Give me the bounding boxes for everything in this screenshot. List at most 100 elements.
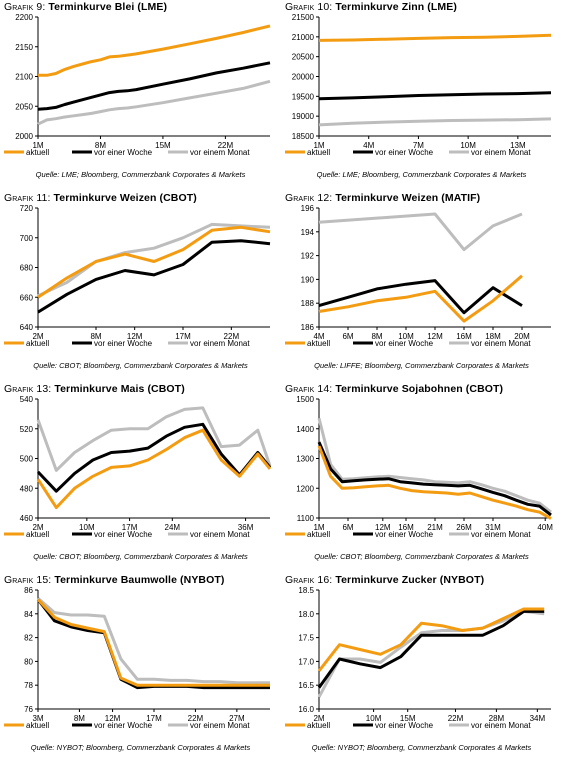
y-tick-label: 86 xyxy=(24,586,33,595)
x-tick-label: 2M xyxy=(32,523,43,532)
y-tick-label: 1400 xyxy=(296,425,314,434)
panel-zucker: Grafik 16: Terminkurve Zucker (NYBOT) 16… xyxy=(281,573,562,764)
y-tick-label: 196 xyxy=(301,204,315,213)
x-tick-label: 16M xyxy=(398,523,414,532)
series-line-woche xyxy=(317,441,552,517)
legend-label-monat: vor einem Monat xyxy=(471,530,531,539)
x-tick-label: 22M xyxy=(188,714,204,723)
y-tick-label: 18500 xyxy=(292,132,315,141)
y-tick-label: 500 xyxy=(20,455,34,464)
series-line-aktuell xyxy=(38,24,271,77)
x-tick-label: 20M xyxy=(514,332,530,341)
y-tick-label: 460 xyxy=(20,514,34,523)
x-tick-label: 12M xyxy=(427,332,443,341)
y-tick-label: 2100 xyxy=(15,73,33,82)
y-tick-label: 2200 xyxy=(15,13,33,22)
x-tick-label: 10M xyxy=(398,332,414,341)
x-tick-label: 17M xyxy=(122,523,138,532)
series-line-aktuell xyxy=(37,225,271,299)
y-tick-label: 540 xyxy=(20,395,34,404)
y-tick-label: 20500 xyxy=(292,53,315,62)
legend-label-woche: vor einer Woche xyxy=(375,721,434,730)
legend-label-woche: vor einer Woche xyxy=(94,530,153,539)
x-tick-label: 34M xyxy=(530,714,546,723)
source-note: Quelle: NYBOT; Bloomberg, Commerzbank Co… xyxy=(311,743,532,752)
chart-title: Grafik 14: Terminkurve Sojabohnen (CBOT) xyxy=(285,383,504,395)
x-tick-label: 40M xyxy=(537,523,553,532)
y-tick-label: 1300 xyxy=(296,455,314,464)
y-tick-label: 19500 xyxy=(292,92,315,101)
legend-label-aktuell: aktuell xyxy=(26,148,49,157)
chart-plot: 460 480 500 520 540 2M 10M 17M 24M 36M aktuell vor … xyxy=(4,395,272,539)
x-tick-label: 6M xyxy=(342,332,353,341)
series-line-woche xyxy=(37,239,271,314)
x-tick-label: 10M xyxy=(79,523,95,532)
y-tick-label: 17.5 xyxy=(298,634,314,643)
panel-sojabohnen: Grafik 14: Terminkurve Sojabohnen (CBOT)… xyxy=(281,382,562,573)
y-tick-label: 21500 xyxy=(292,13,315,22)
legend-label-monat: vor einem Monat xyxy=(471,148,531,157)
y-tick-label: 19000 xyxy=(292,112,315,121)
y-tick-label: 2050 xyxy=(15,102,33,111)
legend-label-woche: vor einer Woche xyxy=(94,148,153,157)
x-tick-label: 13M xyxy=(510,141,526,150)
legend-label-monat: vor einem Monat xyxy=(190,339,250,348)
chart-title: Grafik 10: Terminkurve Zinn (LME) xyxy=(285,1,457,13)
y-tick-label: 2000 xyxy=(15,132,33,141)
x-tick-label: 26M xyxy=(456,523,472,532)
x-tick-label: 12M xyxy=(127,332,143,341)
series-line-aktuell xyxy=(317,607,545,672)
legend-label-aktuell: aktuell xyxy=(307,721,330,730)
series-line-woche xyxy=(318,91,552,101)
x-tick-label: 31M xyxy=(485,523,501,532)
series-line-aktuell xyxy=(317,445,552,520)
series-line-woche xyxy=(318,279,523,315)
y-tick-label: 20000 xyxy=(292,73,315,82)
x-tick-label: 12M xyxy=(105,714,121,723)
x-tick-label: 36M xyxy=(238,523,254,532)
legend-label-woche: vor einer Woche xyxy=(375,530,434,539)
series-line-monat xyxy=(318,212,523,252)
y-tick-label: 680 xyxy=(20,264,34,273)
x-tick-label: 24M xyxy=(165,523,181,532)
x-tick-label: 1M xyxy=(32,141,43,150)
x-tick-label: 1M xyxy=(313,523,324,532)
x-tick-label: 8M xyxy=(95,141,106,150)
series-line-monat xyxy=(317,417,552,514)
series-line-woche xyxy=(317,609,545,689)
source-note: Quelle: LIFFE; Bloomberg, Commerzbank Co… xyxy=(314,361,529,370)
x-tick-label: 21M xyxy=(427,523,443,532)
series-line-monat xyxy=(37,222,271,298)
legend-label-aktuell: aktuell xyxy=(26,339,49,348)
x-tick-label: 17M xyxy=(146,714,162,723)
y-tick-label: 700 xyxy=(20,234,34,243)
y-tick-label: 190 xyxy=(301,275,315,284)
y-tick-label: 18.0 xyxy=(298,610,314,619)
y-tick-label: 520 xyxy=(20,425,34,434)
chart-plot: 2000 2050 2100 2150 2200 1M 8M 15M 22M aktuell vor… xyxy=(4,13,271,157)
legend-label-woche: vor einer Woche xyxy=(94,339,153,348)
panel-baumwolle: Grafik 15: Terminkurve Baumwolle (NYBOT)… xyxy=(0,573,281,764)
legend-label-monat: vor einem Monat xyxy=(190,721,250,730)
x-tick-label: 17M xyxy=(175,332,191,341)
x-tick-label: 10M xyxy=(460,141,476,150)
x-tick-label: 1M xyxy=(313,141,324,150)
y-tick-label: 194 xyxy=(301,228,315,237)
y-tick-label: 660 xyxy=(20,293,34,302)
source-note: Quelle: CBOT; Bloomberg, Commerzbank Cor… xyxy=(33,361,248,370)
series-line-woche xyxy=(36,598,270,690)
chart-plot: 1100 1200 1300 1400 1500 1M 6M 12M 16M 21M 26M 31M 4… xyxy=(285,395,553,539)
chart-plot: 16.0 16.5 17.0 17.5 18.0 18.5 2M 10M 15M 22M 28M 34… xyxy=(285,586,551,730)
chart-title: Grafik 12: Terminkurve Weizen (MATIF) xyxy=(285,192,481,204)
legend-label-monat: vor einem Monat xyxy=(471,339,531,348)
x-tick-label: 8M xyxy=(74,714,85,723)
y-tick-label: 186 xyxy=(301,323,315,332)
legend-label-woche: vor einer Woche xyxy=(94,721,153,730)
x-tick-label: 22M xyxy=(448,714,464,723)
panel-weizen-matif: Grafik 12: Terminkurve Weizen (MATIF) 18… xyxy=(281,191,562,382)
x-tick-label: 18M xyxy=(485,332,501,341)
x-tick-label: 3M xyxy=(32,714,43,723)
y-tick-label: 480 xyxy=(20,484,34,493)
source-note: Quelle: LME; Bloomberg, Commerzbank Corp… xyxy=(316,170,527,179)
x-tick-label: 7M xyxy=(413,141,424,150)
